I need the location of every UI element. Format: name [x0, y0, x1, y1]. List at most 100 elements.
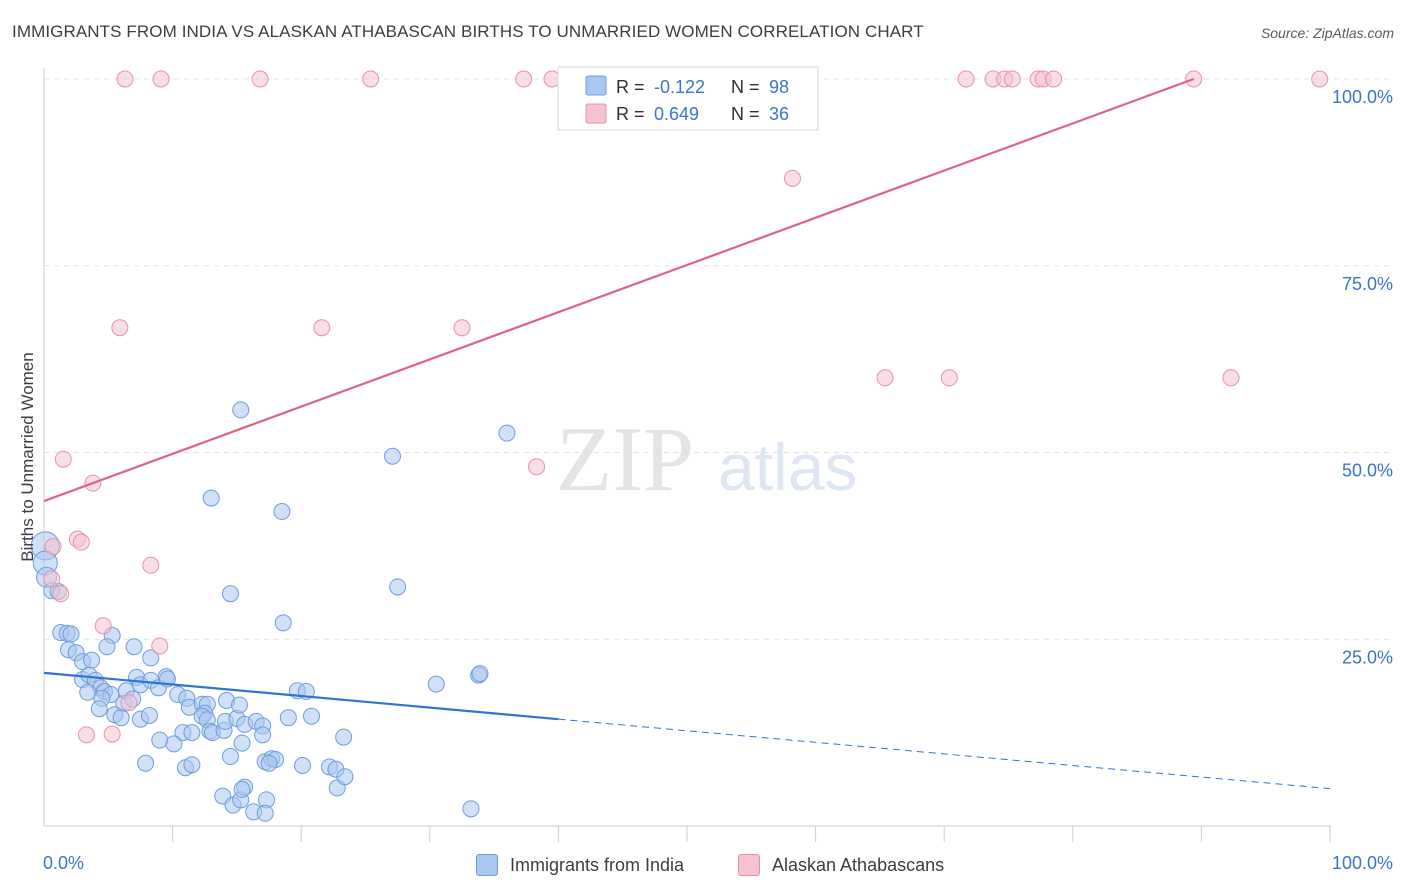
athabascan-point-23 [54, 450, 72, 468]
athabascan-point-22 [528, 458, 546, 476]
athabascan-point-4 [515, 70, 533, 88]
legend-swatch-athabascan [585, 103, 607, 124]
athabascan-point-18 [453, 319, 471, 337]
athabascan-point-17 [313, 319, 331, 337]
india-point-56 [230, 696, 248, 714]
athabascan-point-15 [783, 169, 801, 187]
india-point-14 [125, 638, 143, 656]
india-point-13 [98, 638, 116, 656]
india-point-93 [384, 447, 402, 465]
athabascan-point-20 [940, 369, 958, 387]
legend-n-value-india: 98 [769, 77, 789, 97]
y-tick-label-3: 100.0% [1332, 87, 1393, 107]
axes [43, 68, 1331, 842]
correlation-legend: R = -0.122 N = 98 R = 0.649 N = 36 [557, 66, 819, 131]
india-point-28 [112, 709, 130, 727]
watermark: ZIP atlas [556, 408, 857, 510]
athabascan-point-2 [251, 70, 269, 88]
india-point-85 [233, 780, 251, 798]
india-point-84 [183, 756, 201, 774]
india-point-7 [62, 625, 80, 643]
india-point-90 [232, 401, 250, 419]
india-point-62 [254, 726, 272, 744]
athabascan-point-1 [152, 70, 170, 88]
india-point-89 [221, 585, 239, 603]
india-point-24 [90, 700, 108, 718]
india-point-95 [427, 675, 445, 693]
athabascan-point-32 [151, 637, 169, 655]
athabascan-point-6 [957, 70, 975, 88]
india-point-76 [302, 707, 320, 725]
india-point-21 [79, 683, 97, 701]
india-point-57 [221, 748, 239, 766]
y-tick-label-0: 25.0% [1342, 647, 1393, 667]
india-point-66 [260, 754, 278, 772]
athabascan-point-3 [362, 70, 380, 88]
india-point-97 [471, 665, 489, 683]
athabascan-point-21 [1222, 369, 1240, 387]
trend-lines [43, 77, 1331, 790]
x-tick-label-max: 100.0% [1332, 853, 1393, 873]
athabascan-point-27 [72, 533, 90, 551]
athabascan-point-33 [77, 726, 95, 744]
y-tick-label-1: 50.0% [1342, 461, 1393, 481]
legend-item-india: Immigrants from India [476, 852, 684, 878]
india-point-15 [142, 649, 160, 667]
x-tick-label-min: 0.0% [43, 853, 84, 873]
athabascan-point-35 [120, 694, 138, 712]
series-india-points [30, 401, 516, 822]
india-point-98 [498, 424, 516, 442]
india-point-75 [279, 709, 297, 727]
india-point-94 [389, 578, 407, 596]
athabascan-point-25 [44, 538, 62, 556]
legend-label-india: Immigrants from India [510, 854, 685, 875]
trend-line-india [43, 671, 559, 721]
watermark-zip: ZIP [556, 408, 694, 510]
athabascan-point-30 [52, 585, 70, 603]
y-axis-label: Births to Unmarried Women [18, 352, 37, 561]
gridlines [44, 78, 1392, 640]
athabascan-point-34 [103, 725, 121, 743]
legend-item-athabascan: Alaskan Athabascans [738, 852, 944, 878]
india-point-87 [137, 754, 155, 772]
india-point-92 [274, 614, 292, 632]
legend-r-value-india: -0.122 [654, 77, 705, 97]
india-point-99 [462, 800, 480, 818]
india-point-34 [140, 706, 158, 724]
legend-color-athabascan [738, 854, 760, 876]
legend-n-label-athabascan: N = [731, 104, 760, 124]
india-point-88 [202, 489, 220, 507]
athabascan-point-14 [1311, 70, 1329, 88]
y-tick-label-2: 75.0% [1342, 274, 1393, 294]
athabascan-point-29 [43, 570, 61, 588]
trend-line-athabascan [43, 77, 1195, 503]
athabascan-point-19 [876, 369, 894, 387]
india-point-91 [273, 503, 291, 521]
athabascan-point-28 [142, 556, 160, 574]
series-athabascan-points [43, 70, 1329, 744]
legend-n-value-athabascan: 36 [769, 104, 789, 124]
chart-title: IMMIGRANTS FROM INDIA VS ALASKAN ATHABAS… [12, 22, 924, 41]
india-point-58 [233, 734, 251, 752]
india-point-44 [183, 724, 201, 742]
athabascan-point-12 [1045, 70, 1063, 88]
watermark-atlas: atlas [718, 430, 857, 504]
india-point-11 [83, 651, 101, 669]
legend-n-label-india: N = [731, 77, 760, 97]
athabascan-point-16 [111, 319, 129, 337]
source-credit: Source: ZipAtlas.com [1260, 25, 1394, 41]
trend-line-india-extrapolated [558, 718, 1331, 790]
series-legend: Immigrants from India Alaskan Athabascan… [0, 852, 1406, 880]
x-tick-labels: 0.0% 100.0% [43, 853, 1393, 873]
legend-r-label-athabascan: R = [616, 104, 645, 124]
athabascan-point-9 [1003, 70, 1021, 88]
india-point-86 [256, 804, 274, 822]
y-tick-labels: 25.0% 50.0% 75.0% 100.0% [1332, 87, 1393, 667]
athabascan-point-0 [116, 70, 134, 88]
india-point-43 [165, 735, 183, 753]
legend-r-value-athabascan: 0.649 [654, 104, 699, 124]
legend-r-label-india: R = [616, 77, 645, 97]
india-point-42 [151, 731, 169, 749]
india-point-81 [336, 768, 354, 786]
